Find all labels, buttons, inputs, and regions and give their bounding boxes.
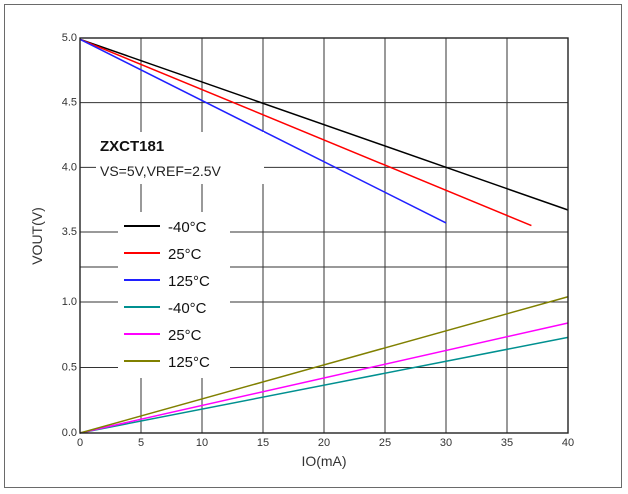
legend: -40°C 25°C 125°C -40°C 25°C 125°C (118, 212, 230, 378)
legend-label: -40°C (168, 300, 207, 317)
series-line (79, 38, 447, 224)
plot-border (79, 37, 569, 434)
x-tick-label: 40 (562, 437, 574, 449)
legend-label: 25°C (168, 327, 202, 344)
legend-label: 25°C (168, 246, 202, 263)
x-tick-label: 35 (501, 437, 513, 449)
x-tick-label: 0 (77, 437, 83, 449)
x-tick-label: 15 (257, 437, 269, 449)
series-line (79, 38, 569, 211)
y-axis-label: VOUT(V) (29, 207, 45, 265)
x-tick-label: 10 (196, 437, 208, 449)
annotation-title: ZXCT181 (100, 138, 164, 155)
tick-labels: 0 5 10 15 20 25 30 35 40 0.0 0.5 1.0 3.5 4.0 4.5 5.0 (62, 32, 574, 449)
x-tick-label: 30 (440, 437, 452, 449)
x-tick-label: 20 (318, 437, 330, 449)
series-line (79, 336, 569, 434)
x-tick-label: 5 (138, 437, 144, 449)
series-line (79, 322, 569, 434)
series-line (79, 296, 569, 434)
annotation-box (96, 132, 264, 184)
x-axis-label: IO(mA) (301, 453, 346, 469)
y-tick-label: 3.5 (62, 226, 77, 238)
series-line (79, 38, 532, 227)
y-tick-label: 0.0 (62, 427, 77, 439)
y-tick-label: 4.5 (62, 97, 77, 109)
annotation-subtitle: VS=5V,VREF=2.5V (100, 163, 222, 179)
legend-label: 125°C (168, 273, 210, 290)
y-tick-label: 5.0 (62, 32, 77, 44)
y-tick-label: 4.0 (62, 161, 77, 173)
series-lines (79, 38, 569, 434)
legend-box (118, 212, 230, 378)
y-tick-label: 0.5 (62, 362, 77, 374)
legend-label: -40°C (168, 219, 207, 236)
y-tick-label: 1.0 (62, 296, 77, 308)
legend-label: 125°C (168, 354, 210, 371)
x-tick-label: 25 (379, 437, 391, 449)
